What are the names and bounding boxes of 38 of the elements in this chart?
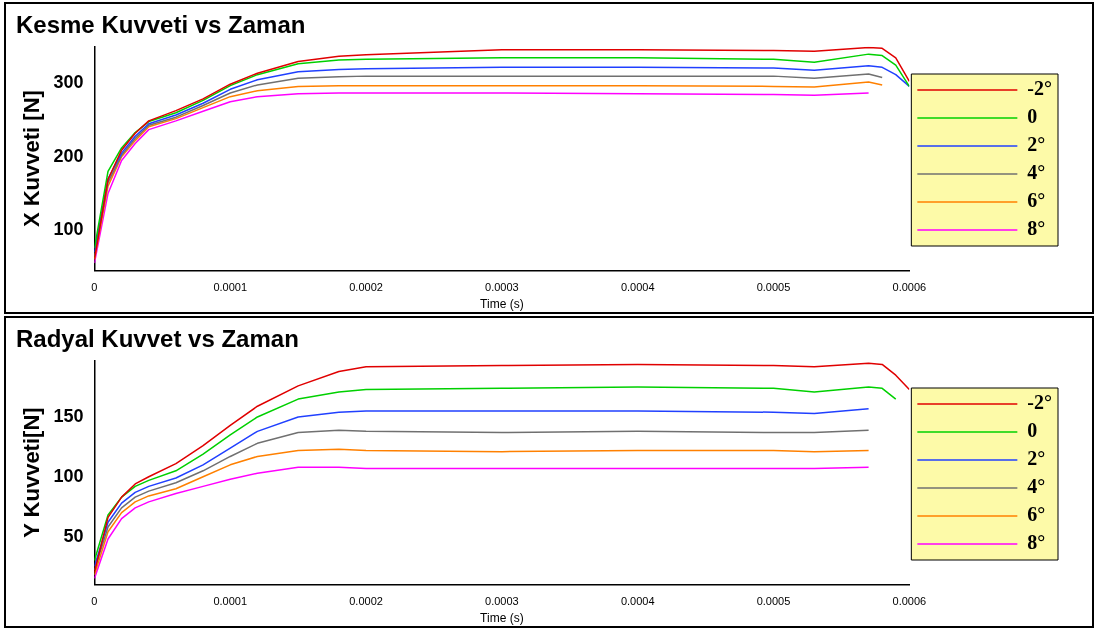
x-tick-label: 0.0003	[485, 595, 519, 608]
legend-label: 8°	[1027, 217, 1046, 240]
x-tick-label: 0.0005	[756, 281, 791, 294]
y-tick-label: 200	[53, 145, 84, 166]
legend-label: 2°	[1027, 133, 1046, 156]
x-axis-title: Time (s)	[480, 297, 524, 312]
legend-label: 4°	[1027, 161, 1046, 184]
x-tick-label: 0.0005	[756, 595, 791, 608]
chart-title: Kesme Kuvveti vs Zaman	[16, 11, 306, 39]
legend-label: 6°	[1027, 503, 1046, 526]
y-tick-label: 100	[53, 219, 84, 240]
legend-label: -2°	[1027, 391, 1053, 414]
x-tick-label: 0.0003	[485, 281, 519, 294]
legend-label: 2°	[1027, 447, 1046, 470]
x-tick-label: 0.0004	[620, 281, 655, 294]
x-tick-label: 0.0006	[892, 281, 927, 294]
x-tick-label: 0.0001	[213, 595, 248, 608]
y-tick-label: 100	[53, 465, 84, 486]
legend-label: -2°	[1027, 77, 1053, 100]
x-tick-label: 0	[91, 595, 98, 608]
legend-label: 8°	[1027, 531, 1046, 554]
y-tick-label: 300	[53, 72, 84, 93]
legend-label: 0	[1027, 105, 1038, 128]
x-tick-label: 0.0006	[892, 595, 927, 608]
x-tick-label: 0.0002	[349, 281, 383, 294]
x-tick-label: 0	[91, 281, 98, 294]
legend-label: 0	[1027, 419, 1038, 442]
x-axis-title: Time (s)	[480, 611, 524, 626]
y-tick-label: 50	[63, 525, 84, 546]
y-axis-title: Y Kuvveti[N]	[19, 407, 45, 538]
y-axis-title: X Kuvveti [N]	[19, 90, 45, 228]
x-tick-label: 0.0002	[349, 595, 383, 608]
legend-label: 4°	[1027, 475, 1046, 498]
chart-title: Radyal Kuvvet vs Zaman	[16, 325, 299, 353]
x-tick-label: 0.0001	[213, 281, 248, 294]
x-tick-label: 0.0004	[620, 595, 655, 608]
y-tick-label: 150	[53, 405, 84, 426]
legend-label: 6°	[1027, 189, 1046, 212]
